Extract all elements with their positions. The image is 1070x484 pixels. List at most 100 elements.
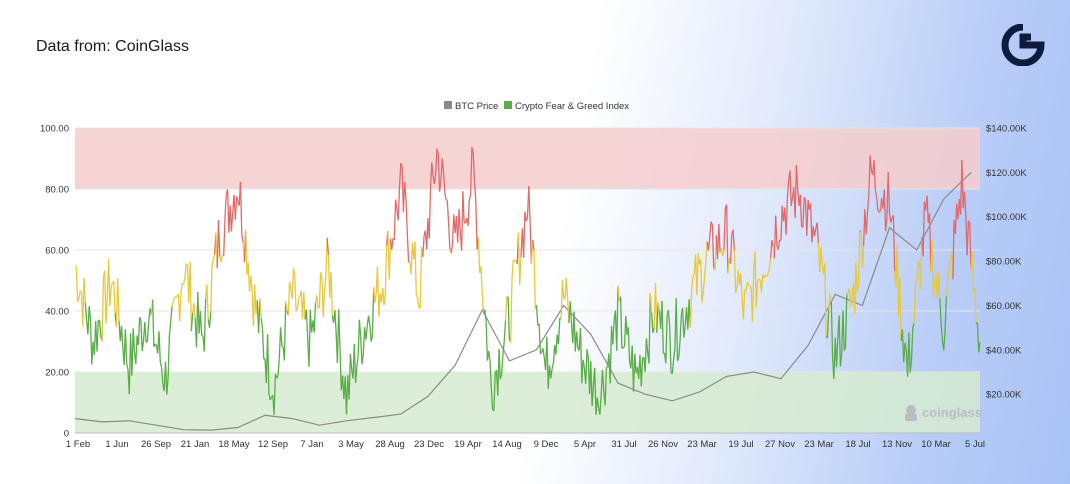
- fear-greed-segment: [627, 327, 631, 363]
- fear-greed-segment: [575, 331, 579, 349]
- fear-greed-segment: [596, 397, 600, 409]
- fear-greed-segment: [616, 285, 619, 351]
- fear-greed-segment: [601, 369, 605, 392]
- fear-greed-segment: [325, 237, 328, 279]
- fear-greed-segment: [978, 342, 981, 353]
- fear-greed-segment: [383, 292, 386, 306]
- fear-greed-segment: [224, 193, 227, 218]
- coinglass-logo-icon: [905, 405, 917, 421]
- fear-greed-segment: [318, 272, 322, 308]
- fear-greed-segment: [785, 197, 789, 235]
- fear-greed-segment: [199, 311, 203, 336]
- fear-greed-segment: [393, 199, 397, 240]
- fear-greed-segment: [755, 280, 759, 308]
- fear-greed-segment: [710, 221, 714, 226]
- left-axis-tick-label: 0: [64, 429, 69, 440]
- fear-greed-segment: [760, 274, 764, 293]
- fear-greed-segment: [193, 303, 196, 319]
- fear-greed-segment: [414, 241, 417, 296]
- fear-greed-segment: [101, 277, 105, 342]
- fear-greed-segment: [362, 327, 366, 354]
- fear-greed-segment: [370, 335, 374, 342]
- fear-greed-segment: [175, 295, 178, 298]
- fear-greed-segment: [828, 294, 831, 310]
- fear-greed-segment: [500, 355, 504, 375]
- fear-greed-segment: [565, 278, 569, 298]
- fear-greed-segment: [305, 309, 309, 340]
- fear-greed-segment: [109, 285, 112, 306]
- fear-greed-segment: [581, 359, 584, 384]
- fear-greed-segment: [803, 196, 807, 201]
- x-axis-tick-label: 31 Jul: [611, 439, 636, 450]
- x-axis-tick-label: 26 Sep: [141, 439, 171, 450]
- fear-greed-segment: [644, 338, 648, 373]
- chart-legend[interactable]: BTC Price Crypto Fear & Greed Index: [444, 101, 629, 112]
- fear-greed-segment: [757, 278, 760, 281]
- fear-greed-segment: [813, 228, 817, 237]
- fear-greed-segment: [838, 315, 842, 367]
- fear-greed-segment: [438, 180, 442, 192]
- fear-greed-segment: [354, 366, 358, 383]
- x-axis-tick-label: 1 Jun: [105, 439, 128, 450]
- fear-greed-segment: [945, 281, 949, 297]
- fear-greed-segment: [433, 173, 437, 185]
- x-axis-tick-label: 5 Apr: [574, 439, 596, 450]
- fear-greed-segment: [844, 294, 848, 348]
- fear-greed-segment: [167, 335, 171, 378]
- fear-greed-segment: [533, 250, 536, 309]
- fear-greed-segment: [806, 200, 809, 236]
- fear-greed-segment: [378, 293, 381, 317]
- fear-greed-segment: [330, 272, 333, 316]
- fear-greed-segment: [661, 301, 664, 354]
- fear-greed-segment: [557, 317, 561, 345]
- fear-greed-segment: [722, 250, 725, 257]
- fear-greed-segment: [922, 201, 926, 257]
- fear-greed-segment: [287, 281, 291, 316]
- legend-swatch-fear-greed: [504, 101, 512, 109]
- fear-greed-segment: [746, 281, 750, 285]
- fear-greed-segment: [667, 310, 671, 327]
- fear-greed-segment: [288, 281, 292, 291]
- fear-greed-segment: [718, 223, 721, 254]
- fear-greed-segment: [98, 320, 102, 338]
- fear-greed-segment: [705, 241, 708, 262]
- fear-greed-segment: [657, 302, 661, 311]
- data-source-label: Data from: CoinGlass: [36, 38, 189, 55]
- fear-greed-segment: [319, 272, 323, 278]
- fear-greed-segment: [180, 282, 183, 294]
- left-axis: 0 20.00 40.00 60.00 80.00 100.00: [40, 124, 69, 440]
- fear-greed-segment: [384, 245, 388, 293]
- fear-greed-segment: [790, 197, 794, 207]
- fear-greed-segment: [707, 236, 711, 251]
- x-axis-tick-label: 7 Jan: [300, 439, 323, 450]
- fear-greed-segment: [182, 277, 186, 285]
- fear-greed-segment: [269, 397, 273, 401]
- legend-label-btc[interactable]: BTC Price: [455, 101, 498, 112]
- fear-greed-segment: [276, 375, 279, 379]
- fear-greed-segment: [700, 259, 703, 303]
- fear-greed-segment: [931, 240, 935, 298]
- legend-label-fear-greed[interactable]: Crypto Fear & Greed Index: [515, 101, 629, 112]
- fear-greed-segment: [829, 294, 832, 302]
- btc-price-series: [74, 171, 972, 431]
- fear-greed-segment: [431, 162, 434, 176]
- fear-greed-segment: [857, 230, 861, 286]
- fear-greed-segment: [546, 336, 549, 389]
- fear-greed-segment: [179, 293, 182, 322]
- fear-greed-segment: [640, 357, 644, 387]
- fear-greed-segment: [498, 349, 501, 380]
- x-axis-tick-label: 18 Jul: [845, 439, 870, 450]
- left-axis-tick-label: 100.00: [40, 124, 69, 135]
- fear-greed-segment: [669, 326, 672, 373]
- fear-greed-segment: [621, 347, 624, 349]
- right-axis-tick-label: $20.00K: [986, 390, 1022, 401]
- fear-greed-segment: [484, 309, 487, 322]
- fear-greed-segment: [507, 296, 511, 340]
- fear-greed-segment: [952, 220, 955, 280]
- fear-greed-segment: [472, 152, 476, 182]
- fear-greed-segment: [649, 293, 653, 313]
- fear-greed-segment: [510, 278, 513, 343]
- x-axis-tick-label: 26 Nov: [648, 439, 678, 450]
- fear-greed-segment: [281, 345, 284, 348]
- fear-greed-segment: [357, 319, 361, 357]
